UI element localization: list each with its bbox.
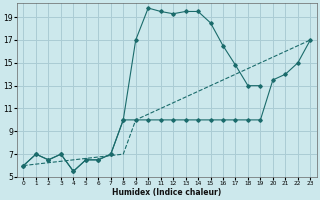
X-axis label: Humidex (Indice chaleur): Humidex (Indice chaleur) xyxy=(112,188,221,197)
